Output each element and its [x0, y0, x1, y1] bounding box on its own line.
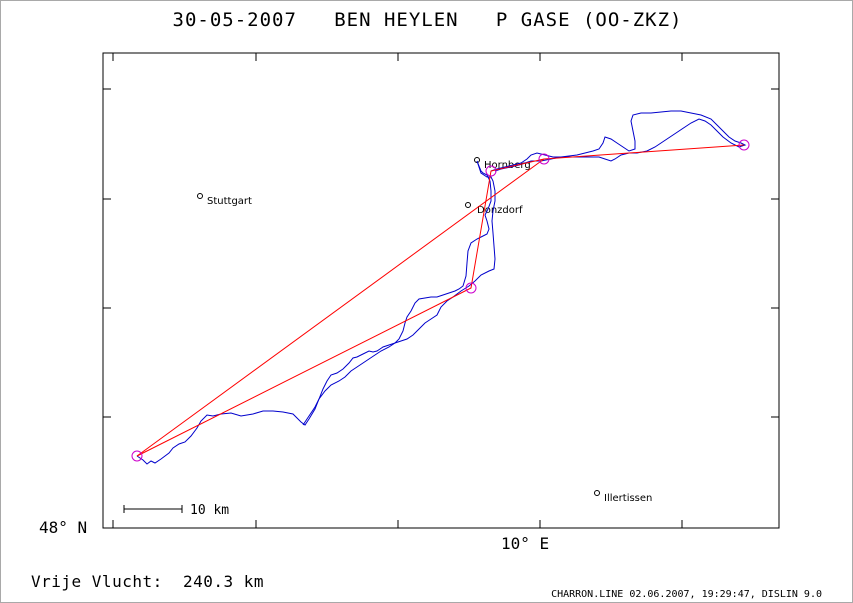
x-axis-label: 10° E [501, 534, 549, 553]
flight-track [490, 110, 747, 172]
turnpoint-marker-icon [738, 139, 750, 151]
distance-value: 240.3 km [183, 572, 265, 591]
town-stuttgart: Stuttgart [197, 193, 252, 207]
map-frame [102, 52, 780, 529]
town-label-illertissen: Illertissen [604, 493, 652, 504]
top-ticks [112, 53, 683, 61]
town-illertissen: Illertissen [594, 490, 652, 504]
flight-track [302, 160, 496, 426]
left-ticks [103, 88, 111, 529]
footer-credit: CHARRON.LINE 02.06.2007, 19:29:47, DISLI… [551, 589, 822, 600]
turnpoint-marker-icon [465, 282, 477, 294]
town-marker-icon [465, 202, 471, 208]
scale-bar: 10 km [123, 503, 229, 518]
turnpoint-marker-icon [538, 153, 550, 165]
town-marker-icon [197, 193, 203, 199]
turnpoints [131, 139, 750, 462]
y-axis-label: 48° N [39, 518, 87, 537]
task-route [136, 144, 745, 457]
town-label-stuttgart: Stuttgart [207, 196, 252, 207]
right-ticks [771, 88, 779, 418]
flight-track [136, 160, 492, 465]
turnpoint-marker-icon [131, 450, 143, 462]
turnpoint-marker-icon [485, 165, 497, 177]
flight-title: 30-05-2007 BEN HEYLEN P GASE (OO-ZKZ) [172, 9, 683, 31]
bottom-ticks [112, 520, 683, 528]
task-lines [136, 144, 745, 457]
task-closing-line [136, 158, 545, 457]
free-flight-distance: Vrije Vlucht: 240.3 km [31, 572, 264, 591]
town-label-donzdorf: Donzdorf [477, 205, 523, 216]
town-donzdorf: Donzdorf [465, 202, 523, 216]
town-label-hornberg: Hornberg [484, 160, 531, 171]
scale-bar-label: 10 km [190, 503, 229, 518]
distance-caption: Vrije Vlucht: [31, 572, 163, 591]
town-marker-icon [594, 490, 600, 496]
